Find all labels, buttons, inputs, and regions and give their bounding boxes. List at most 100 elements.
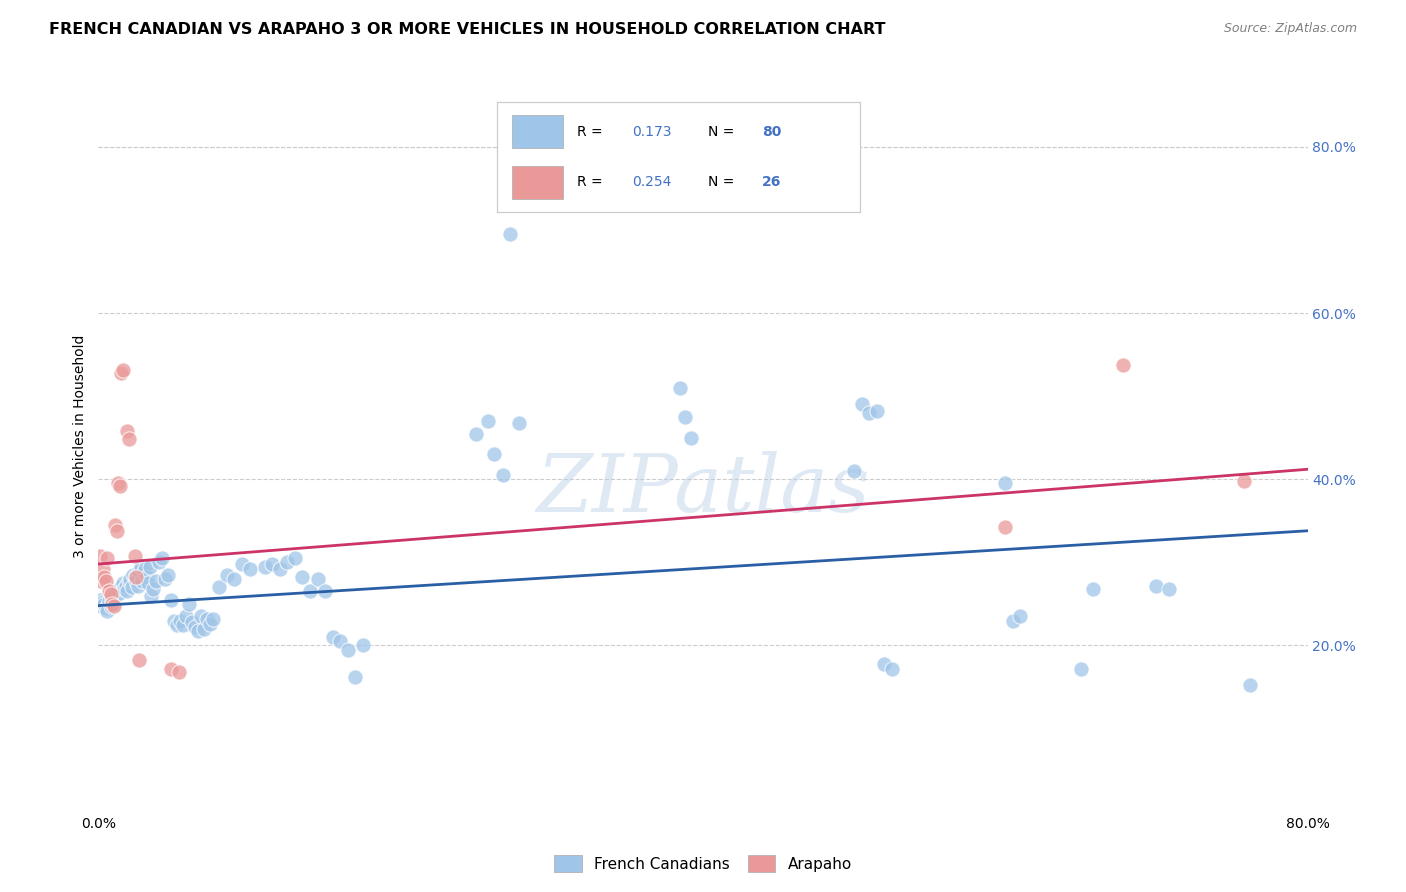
- Point: [89, 592, 111, 607]
- Text: ZIPatlas: ZIPatlas: [536, 451, 870, 529]
- Point: [1233, 474, 1256, 488]
- Point: [669, 381, 692, 395]
- Point: [100, 599, 122, 614]
- Point: [90, 574, 112, 588]
- Point: [498, 227, 520, 241]
- Point: [107, 582, 129, 596]
- Point: [156, 567, 179, 582]
- Point: [153, 572, 176, 586]
- Point: [107, 476, 129, 491]
- Point: [139, 559, 162, 574]
- Point: [121, 580, 143, 594]
- Point: [131, 574, 153, 588]
- Point: [492, 468, 515, 483]
- Point: [125, 574, 148, 588]
- Point: [118, 574, 141, 588]
- Point: [110, 366, 132, 380]
- Point: [844, 464, 866, 478]
- Text: Source: ZipAtlas.com: Source: ZipAtlas.com: [1223, 22, 1357, 36]
- Point: [141, 589, 163, 603]
- Point: [89, 549, 111, 563]
- Point: [132, 566, 155, 580]
- Point: [105, 584, 128, 599]
- Point: [269, 562, 291, 576]
- Point: [231, 557, 253, 571]
- Point: [163, 614, 186, 628]
- Point: [93, 570, 115, 584]
- Point: [91, 595, 114, 609]
- Point: [1239, 678, 1261, 692]
- Point: [124, 570, 146, 584]
- Point: [160, 662, 183, 676]
- Point: [167, 665, 190, 679]
- Point: [169, 614, 191, 628]
- Point: [145, 574, 167, 588]
- Point: [128, 653, 150, 667]
- Point: [307, 572, 329, 586]
- Point: [136, 576, 159, 591]
- Point: [262, 557, 284, 571]
- Point: [202, 612, 225, 626]
- Point: [179, 597, 201, 611]
- Point: [111, 576, 134, 591]
- Point: [118, 433, 141, 447]
- Point: [187, 624, 209, 638]
- Point: [465, 426, 488, 441]
- Point: [866, 404, 889, 418]
- Point: [679, 431, 702, 445]
- Point: [112, 582, 135, 596]
- Point: [114, 579, 136, 593]
- Point: [103, 597, 125, 611]
- Point: [110, 580, 132, 594]
- Point: [96, 603, 118, 617]
- Point: [673, 409, 696, 424]
- Point: [120, 572, 142, 586]
- Point: [858, 406, 880, 420]
- Point: [124, 549, 146, 563]
- Point: [352, 639, 374, 653]
- Point: [90, 599, 112, 613]
- Point: [994, 476, 1017, 491]
- Y-axis label: 3 or more Vehicles in Household: 3 or more Vehicles in Household: [73, 334, 87, 558]
- Point: [190, 609, 212, 624]
- Point: [104, 518, 127, 533]
- Point: [101, 592, 124, 607]
- Point: [193, 622, 215, 636]
- Point: [299, 584, 322, 599]
- Point: [115, 424, 138, 438]
- Point: [104, 589, 127, 603]
- Point: [1010, 609, 1032, 624]
- Point: [166, 617, 188, 632]
- Point: [314, 584, 336, 599]
- Point: [94, 601, 117, 615]
- Point: [172, 617, 194, 632]
- Point: [101, 597, 124, 611]
- Point: [224, 572, 246, 586]
- Point: [1144, 579, 1167, 593]
- Point: [181, 615, 204, 630]
- Legend: French Canadians, Arapaho: French Canadians, Arapaho: [547, 847, 859, 880]
- Point: [150, 551, 173, 566]
- Point: [880, 662, 903, 676]
- Point: [96, 551, 118, 566]
- Point: [508, 416, 530, 430]
- Point: [93, 597, 115, 611]
- Point: [1001, 614, 1024, 628]
- Point: [98, 584, 121, 599]
- Point: [1070, 662, 1092, 676]
- Point: [195, 612, 218, 626]
- Point: [135, 570, 157, 584]
- Point: [208, 580, 231, 594]
- Point: [477, 414, 499, 428]
- Point: [851, 397, 873, 411]
- Point: [148, 555, 170, 569]
- Point: [91, 562, 114, 576]
- Point: [122, 567, 145, 582]
- Point: [127, 579, 149, 593]
- Point: [128, 564, 150, 578]
- Point: [200, 616, 222, 631]
- Point: [1157, 582, 1180, 596]
- Point: [329, 634, 352, 648]
- Point: [105, 524, 128, 538]
- Point: [344, 670, 367, 684]
